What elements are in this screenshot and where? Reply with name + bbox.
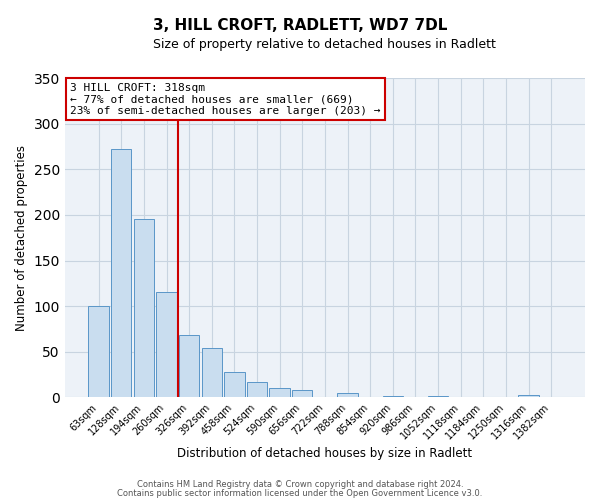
Bar: [224, 372, 245, 398]
Bar: [337, 393, 358, 398]
Bar: [202, 348, 222, 398]
Bar: [88, 306, 109, 398]
Bar: [269, 388, 290, 398]
Bar: [383, 396, 403, 398]
Text: Contains public sector information licensed under the Open Government Licence v3: Contains public sector information licen…: [118, 488, 482, 498]
Text: Contains HM Land Registry data © Crown copyright and database right 2024.: Contains HM Land Registry data © Crown c…: [137, 480, 463, 489]
Bar: [111, 149, 131, 398]
Y-axis label: Number of detached properties: Number of detached properties: [15, 144, 28, 330]
Bar: [292, 390, 313, 398]
Bar: [179, 336, 199, 398]
Bar: [157, 292, 176, 398]
Text: 3, HILL CROFT, RADLETT, WD7 7DL: 3, HILL CROFT, RADLETT, WD7 7DL: [153, 18, 447, 32]
Bar: [428, 396, 448, 398]
Text: 3 HILL CROFT: 318sqm
← 77% of detached houses are smaller (669)
23% of semi-deta: 3 HILL CROFT: 318sqm ← 77% of detached h…: [70, 83, 380, 116]
Bar: [247, 382, 267, 398]
X-axis label: Distribution of detached houses by size in Radlett: Distribution of detached houses by size …: [178, 447, 472, 460]
Title: Size of property relative to detached houses in Radlett: Size of property relative to detached ho…: [154, 38, 496, 51]
Bar: [134, 220, 154, 398]
Bar: [518, 394, 539, 398]
